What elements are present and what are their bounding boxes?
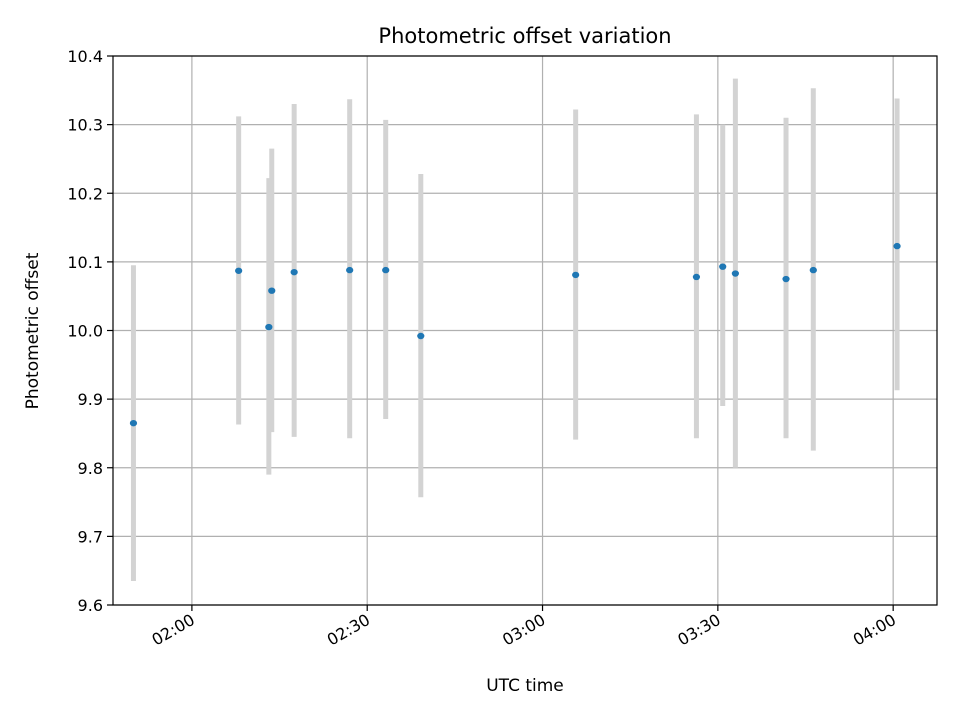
errorbar-layer	[130, 78, 900, 581]
data-point	[692, 273, 701, 281]
x-tick-label: 03:30	[674, 610, 723, 650]
data-point	[572, 271, 580, 279]
x-tick-label: 04:00	[850, 610, 899, 650]
data-point	[893, 242, 901, 250]
y-tick-label: 10.0	[67, 322, 103, 341]
y-tick-label: 9.6	[78, 596, 103, 615]
data-point	[782, 275, 790, 283]
x-axis-label: UTC time	[486, 676, 564, 696]
data-point	[346, 266, 354, 274]
data-point	[235, 267, 243, 274]
y-axis-label: Photometric offset	[23, 252, 43, 409]
chart-title: Photometric offset variation	[378, 24, 671, 48]
data-point	[809, 266, 817, 274]
y-tick-label: 10.2	[67, 184, 103, 203]
data-point	[265, 323, 273, 331]
x-tick-label: 02:30	[324, 610, 373, 650]
data-point	[719, 263, 727, 270]
x-tick-label: 03:00	[499, 610, 548, 650]
data-point	[417, 332, 425, 340]
data-point	[290, 268, 298, 276]
y-tick-label: 9.8	[78, 459, 103, 478]
y-tick-label: 9.9	[78, 390, 103, 409]
data-point	[731, 270, 739, 277]
y-tick-label: 10.4	[67, 47, 103, 66]
y-tick-label: 9.7	[78, 527, 103, 546]
data-point	[268, 287, 276, 294]
y-tick-label: 10.1	[67, 253, 103, 272]
x-tick-label: 02:00	[148, 610, 197, 650]
point-layer	[129, 242, 901, 427]
data-point	[129, 419, 138, 427]
y-tick-label: 10.3	[67, 116, 103, 135]
data-point	[382, 266, 390, 274]
